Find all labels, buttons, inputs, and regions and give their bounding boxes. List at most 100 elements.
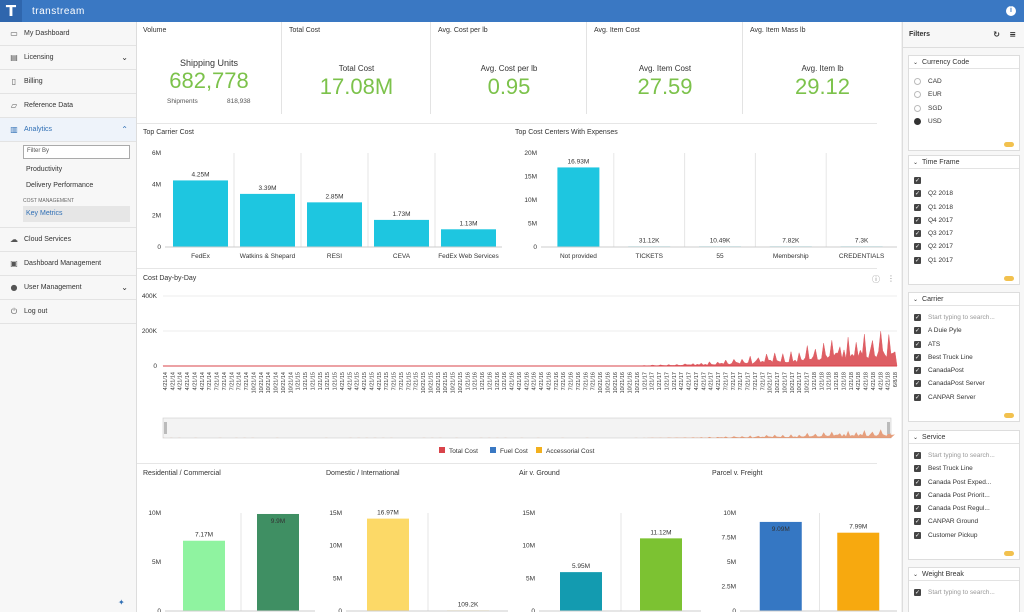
filter-header[interactable]: ⌄ Time Frame bbox=[909, 156, 1019, 169]
nav-delivery-performance[interactable]: Delivery Performance bbox=[26, 182, 94, 189]
currency-code-filter: ⌄ Currency Code CAD EUR SGD USD bbox=[908, 55, 1020, 151]
radio-selected-icon[interactable] bbox=[914, 117, 921, 125]
carrier-option[interactable]: ✓ ATS bbox=[909, 338, 1019, 351]
service-option[interactable]: ✓ Canada Post Regul... bbox=[909, 502, 1019, 515]
weight-search-input[interactable]: Start typing to search... bbox=[928, 589, 995, 596]
analytics-filter-input[interactable]: Filter By bbox=[23, 145, 130, 159]
carrier-option[interactable]: ✓ CanadaPost bbox=[909, 364, 1019, 377]
service-search-row[interactable]: ✓ Start typing to search... bbox=[909, 449, 1019, 462]
chevron-up-icon[interactable]: ⌃ bbox=[121, 125, 128, 134]
divider bbox=[137, 268, 877, 269]
currency-option[interactable]: USD bbox=[909, 115, 1019, 128]
filter-header[interactable]: ⌄ Carrier bbox=[909, 293, 1019, 306]
x-tick-label: 1/21/16 bbox=[465, 372, 471, 390]
currency-option[interactable]: CAD bbox=[909, 75, 1019, 88]
chevron-down-icon[interactable]: ⌄ bbox=[121, 283, 128, 292]
toggle-icon[interactable] bbox=[1004, 413, 1014, 418]
checkbox-icon[interactable]: ✓ bbox=[914, 177, 921, 184]
nav-user-management[interactable]: ● User Management ⌄ bbox=[0, 276, 136, 300]
service-option[interactable]: ✓ Canada Post Priorit... bbox=[909, 489, 1019, 502]
time-frame-filter: ⌄ Time Frame ✓ ✓ Q2 2018 ✓ Q1 2018 ✓ Q4 2017 ✓ Q… bbox=[908, 155, 1020, 285]
pin-icon[interactable]: ✦ bbox=[118, 598, 125, 607]
checkbox-icon[interactable]: ✓ bbox=[914, 203, 921, 211]
y-tick-label: 20M bbox=[524, 150, 537, 157]
timeframe-option[interactable]: ✓ Q1 2018 bbox=[909, 201, 1019, 214]
nav-billing[interactable]: ▯ Billing bbox=[0, 70, 136, 94]
checkbox-icon[interactable]: ✓ bbox=[914, 478, 921, 486]
nav-licensing[interactable]: ▤ Licensing ⌄ bbox=[0, 46, 136, 70]
timeframe-option[interactable]: ✓ Q3 2017 bbox=[909, 227, 1019, 240]
chart-title: Top Cost Centers With Expenses bbox=[515, 129, 618, 136]
carrier-option[interactable]: ✓ CANPAR Server bbox=[909, 391, 1019, 404]
menu-icon[interactable]: ≡ bbox=[1009, 30, 1016, 39]
timeframe-option[interactable]: ✓ Q4 2017 bbox=[909, 214, 1019, 227]
nav-dashboard-management[interactable]: ▣ Dashboard Management bbox=[0, 252, 136, 276]
app-logo[interactable]: T bbox=[0, 0, 22, 22]
checkbox-icon[interactable]: ✓ bbox=[914, 353, 921, 361]
checkbox-icon[interactable]: ✓ bbox=[914, 518, 921, 526]
checkbox-icon[interactable]: ✓ bbox=[914, 531, 921, 539]
nav-reference-data[interactable]: ▱ Reference Data bbox=[0, 94, 136, 118]
service-option[interactable]: ✓ CANPAR Ground bbox=[909, 515, 1019, 528]
filter-header[interactable]: ⌄ Currency Code bbox=[909, 56, 1019, 69]
filter-header[interactable]: ⌄ Service bbox=[909, 431, 1019, 444]
weight-search-row[interactable]: ✓ Start typing to search... bbox=[909, 586, 1019, 599]
checkbox-icon[interactable]: ✓ bbox=[914, 589, 921, 596]
timeframe-option[interactable]: ✓ Q2 2018 bbox=[909, 187, 1019, 200]
nav-my-dashboard[interactable]: ▭ My Dashboard bbox=[0, 22, 136, 46]
chart-title: Cost Day-by-Day bbox=[143, 275, 197, 282]
carrier-option[interactable]: ✓ Best Truck Line bbox=[909, 351, 1019, 364]
data-label: 1.73M bbox=[392, 211, 410, 218]
radio-icon[interactable] bbox=[914, 104, 921, 112]
carrier-option[interactable]: ✓ A Duie Pyle bbox=[909, 324, 1019, 337]
nav-productivity[interactable]: Productivity bbox=[26, 166, 63, 173]
info-circle-icon[interactable]: ⓘ bbox=[872, 275, 880, 284]
info-icon[interactable]: i bbox=[1006, 6, 1016, 16]
legend-label: Total Cost bbox=[449, 448, 478, 455]
timeframe-option[interactable]: ✓ Q2 2017 bbox=[909, 240, 1019, 253]
carrier-option[interactable]: ✓ CanadaPost Server bbox=[909, 377, 1019, 390]
carrier-search-input[interactable]: Start typing to search... bbox=[928, 314, 995, 321]
currency-option[interactable]: EUR bbox=[909, 88, 1019, 101]
select-all-row[interactable]: ✓ bbox=[909, 174, 1019, 187]
radio-icon[interactable] bbox=[914, 91, 921, 99]
checkbox-icon[interactable]: ✓ bbox=[914, 314, 921, 321]
filter-title: Time Frame bbox=[922, 159, 960, 166]
more-vertical-icon[interactable]: ⋮ bbox=[887, 274, 895, 283]
carrier-options: ✓ A Duie Pyle ✓ ATS ✓ Best Truck Line ✓ CanadaP… bbox=[909, 324, 1019, 406]
carrier-search-row[interactable]: ✓ Start typing to search... bbox=[909, 311, 1019, 324]
currency-option[interactable]: SGD bbox=[909, 102, 1019, 115]
timeframe-option[interactable]: ✓ Q1 2017 bbox=[909, 254, 1019, 267]
nav-key-metrics[interactable]: Key Metrics bbox=[23, 206, 130, 222]
nav-log-out[interactable]: ⏻ Log out bbox=[0, 300, 136, 324]
service-option[interactable]: ✓ Canada Post Exped... bbox=[909, 476, 1019, 489]
checkbox-icon[interactable]: ✓ bbox=[914, 190, 921, 198]
checkbox-icon[interactable]: ✓ bbox=[914, 465, 921, 473]
checkbox-icon[interactable]: ✓ bbox=[914, 327, 921, 335]
service-search-input[interactable]: Start typing to search... bbox=[928, 452, 995, 459]
checkbox-icon[interactable]: ✓ bbox=[914, 491, 921, 499]
cloud-icon: ☁ bbox=[10, 235, 18, 244]
toggle-icon[interactable] bbox=[1004, 142, 1014, 147]
checkbox-icon[interactable]: ✓ bbox=[914, 367, 921, 375]
refresh-icon[interactable]: ↻ bbox=[993, 30, 1000, 39]
nav-analytics[interactable]: ▥ Analytics ⌃ bbox=[0, 118, 136, 142]
service-option[interactable]: ✓ Customer Pickup bbox=[909, 529, 1019, 542]
chevron-down-icon[interactable]: ⌄ bbox=[121, 53, 128, 62]
checkbox-icon[interactable]: ✓ bbox=[914, 256, 921, 264]
nav-cloud-services[interactable]: ☁ Cloud Services bbox=[0, 228, 136, 252]
checkbox-icon[interactable]: ✓ bbox=[914, 393, 921, 401]
checkbox-icon[interactable]: ✓ bbox=[914, 452, 921, 459]
service-option[interactable]: ✓ Best Truck Line bbox=[909, 462, 1019, 475]
checkbox-icon[interactable]: ✓ bbox=[914, 340, 921, 348]
radio-icon[interactable] bbox=[914, 78, 921, 85]
x-tick-label: 10/21/15 bbox=[421, 372, 427, 393]
checkbox-icon[interactable]: ✓ bbox=[914, 380, 921, 388]
checkbox-icon[interactable]: ✓ bbox=[914, 230, 921, 238]
checkbox-icon[interactable]: ✓ bbox=[914, 505, 921, 513]
toggle-icon[interactable] bbox=[1004, 276, 1014, 281]
filter-header[interactable]: ⌄ Weight Break bbox=[909, 568, 1019, 581]
checkbox-icon[interactable]: ✓ bbox=[914, 243, 921, 251]
toggle-icon[interactable] bbox=[1004, 551, 1014, 556]
checkbox-icon[interactable]: ✓ bbox=[914, 216, 921, 224]
